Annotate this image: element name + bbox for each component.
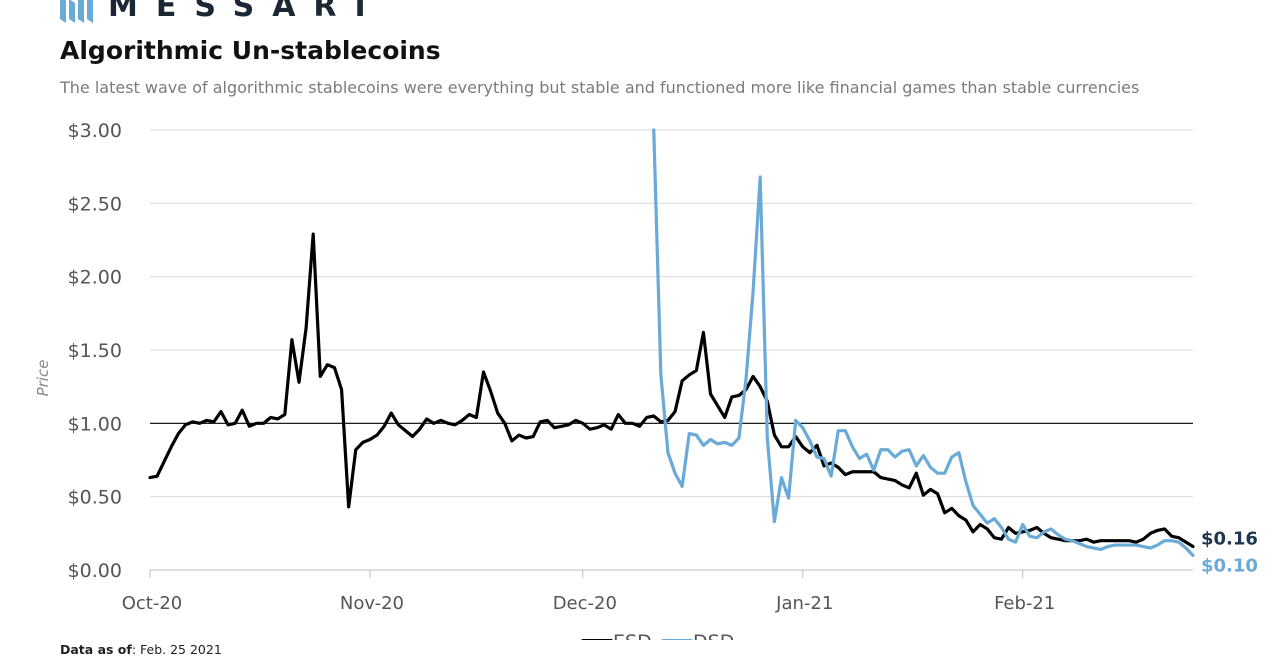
y-tick-label: $0.50 [68,487,122,509]
messari-logo-icon [60,0,93,23]
x-tick-label: Dec-20 [553,593,617,614]
x-tick-label: Feb-21 [994,593,1055,614]
series-line-dsd [652,128,1195,557]
x-tick-label: Nov-20 [340,593,404,614]
data-as-of-label: Data as of [60,642,132,657]
price-chart: $0.00 $0.50 $1.00 $1.50 $2.00 $2.50 $3.00 Oct-2… [34,120,1258,640]
end-labels: $0.16 $0.10 [1201,529,1258,577]
brand-header: MESSARI [60,0,384,24]
y-tick-label: $3.00 [68,120,122,142]
gridlines [150,129,1193,498]
x-tick-label: Jan-21 [775,593,833,614]
brand-name: MESSARI [108,0,384,24]
data-as-of-note: Data as of: Feb. 25 2021 [60,642,222,657]
end-label-dsd: $0.10 [1201,555,1258,576]
y-tick-label: $2.00 [68,267,122,289]
y-tick-label: $1.00 [68,413,122,435]
legend: ESD DSD [581,631,734,640]
axes: $0.00 $0.50 $1.00 $1.50 $2.00 $2.50 $3.00 Oct-2… [34,120,1193,614]
data-as-of-value: : Feb. 25 2021 [131,642,222,657]
legend-label-esd: ESD [613,631,652,640]
legend-label-dsd: DSD [693,631,734,640]
series-line-esd [148,232,1195,549]
chart-subtitle: The latest wave of algorithmic stablecoi… [60,78,1140,97]
x-tick-label: Oct-20 [122,593,183,614]
end-label-esd: $0.16 [1201,529,1258,550]
series-lines [148,128,1195,557]
y-tick-label: $2.50 [68,193,122,215]
y-tick-label: $1.50 [68,340,122,362]
y-axis-title: Price [34,360,52,397]
chart-title: Algorithmic Un-stablecoins [60,36,441,65]
y-tick-label: $0.00 [68,560,122,582]
